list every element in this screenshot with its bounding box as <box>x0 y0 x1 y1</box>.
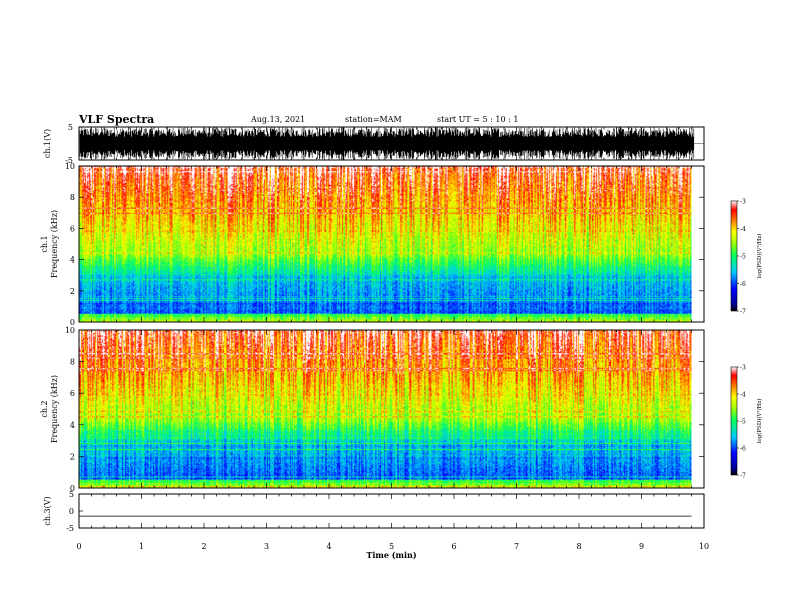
y-axis-label: Frequency (kHz) <box>50 210 59 278</box>
x-tick-label: 9 <box>639 542 644 551</box>
y-tick-label: 0 <box>70 318 75 327</box>
spectrogram-ch2-image <box>79 330 692 488</box>
colorbar-tick-label: -4 <box>740 392 746 399</box>
y-tick-label: -5 <box>66 524 74 533</box>
x-tick-label: 2 <box>201 542 206 551</box>
colorbar-tick-label: -6 <box>740 446 746 453</box>
spectrogram-ch1-panel: 0 2 4 6 8 10 ch.1 Frequency (kHz) <box>40 162 705 327</box>
figure-title: VLF Spectra <box>79 113 155 126</box>
colorbar-tick-label: -5 <box>740 254 746 261</box>
y-tick-label: 8 <box>70 193 75 202</box>
spectrogram-ch1-image <box>79 166 692 322</box>
x-axis-label: Time (min) <box>366 550 416 560</box>
colorbar-scale <box>730 366 738 476</box>
x-tick-label: 4 <box>326 542 331 551</box>
y-tick-label: 0 <box>69 507 74 516</box>
x-tick-label: 8 <box>576 542 581 551</box>
y-tick-label: 2 <box>70 452 75 461</box>
channel-label: ch.1 <box>40 235 49 252</box>
x-tick-label: 0 <box>76 542 81 551</box>
x-tick-label: 5 <box>389 542 394 551</box>
x-tick-label: 7 <box>514 542 519 551</box>
x-tick-label: 3 <box>264 542 269 551</box>
y-tick-label: 4 <box>70 421 75 430</box>
y-tick-label: 5 <box>69 490 74 499</box>
y-axis-label: ch.3(V) <box>43 496 52 525</box>
y-tick-label: 2 <box>70 287 75 296</box>
colorbar-ch1: -3 -4 -5 -6 -7 log(PSD)(V²/Hz) <box>730 199 763 316</box>
x-tick-label: 6 <box>451 542 456 551</box>
station-label: station=MAM <box>345 115 402 124</box>
x-tick-label: 10 <box>699 542 709 551</box>
y-tick-label: 10 <box>65 326 75 335</box>
y-tick-label: 10 <box>65 162 75 171</box>
colorbar-ch2: -3 -4 -5 -6 -7 log(PSD)(V²/Hz) <box>730 365 763 480</box>
y-tick-label: 8 <box>70 358 75 367</box>
colorbar-label: log(PSD)(V²/Hz) <box>756 234 763 279</box>
colorbar-tick-label: -4 <box>740 226 746 233</box>
start-time-label: start UT = 5 : 10 : 1 <box>437 115 519 124</box>
spectrogram-ch2-panel: 0 2 4 6 8 10 ch.2 Frequency (kHz) <box>40 326 705 493</box>
x-tick-label: 1 <box>139 542 144 551</box>
colorbar-tick-label: -7 <box>740 473 746 480</box>
colorbar-tick-label: -6 <box>740 281 746 288</box>
colorbar-tick-label: -7 <box>740 309 746 316</box>
colorbar-label: log(PSD)(V²/Hz) <box>756 399 763 444</box>
y-tick-label: 5 <box>68 123 73 132</box>
colorbar-scale <box>730 200 738 312</box>
colorbar-tick-label: -3 <box>740 199 746 206</box>
y-tick-label: -5 <box>65 156 73 165</box>
y-tick-label: 6 <box>70 224 75 233</box>
y-tick-label: 4 <box>70 256 75 265</box>
colorbar-tick-label: -3 <box>740 365 746 372</box>
y-axis-label: ch.1(V) <box>43 129 52 158</box>
y-tick-label: 0 <box>70 484 75 493</box>
colorbar-tick-label: -5 <box>740 419 746 426</box>
waveform-ch1-panel: 5 -5 ch.1(V) <box>43 123 705 165</box>
time-axis: 0 1 2 3 4 5 6 7 8 9 10 Time (min) <box>76 542 709 560</box>
y-tick-label: 6 <box>70 389 75 398</box>
waveform-ch3-panel: 5 0 -5 ch.3(V) <box>43 490 705 533</box>
channel-label: ch.2 <box>40 400 49 417</box>
date-label: Aug.13, 2021 <box>251 115 306 124</box>
y-axis-label: Frequency (kHz) <box>50 375 59 443</box>
panel-frame <box>78 493 705 529</box>
